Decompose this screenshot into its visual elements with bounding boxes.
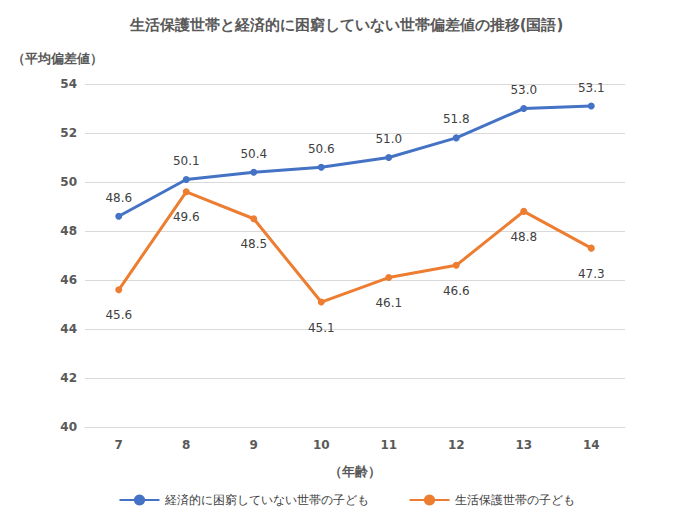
svg-text:46.6: 46.6 <box>443 284 470 298</box>
svg-text:45.1: 45.1 <box>308 321 335 335</box>
svg-text:51.0: 51.0 <box>375 132 402 146</box>
svg-text:46.1: 46.1 <box>375 296 402 310</box>
svg-text:50.4: 50.4 <box>240 147 267 161</box>
svg-text:13: 13 <box>515 438 532 452</box>
svg-text:14: 14 <box>583 438 600 452</box>
svg-text:50.6: 50.6 <box>308 142 335 156</box>
svg-text:50.1: 50.1 <box>173 154 200 168</box>
svg-text:経済的に困窮していない世帯の子ども: 経済的に困窮していない世帯の子ども <box>164 493 369 507</box>
svg-text:11: 11 <box>380 438 397 452</box>
svg-text:生活保護世帯と経済的に困窮していない世帯偏差値の推移(国語): 生活保護世帯と経済的に困窮していない世帯偏差値の推移(国語) <box>129 16 564 34</box>
svg-text:（年齢）: （年齢） <box>329 464 381 479</box>
svg-text:40: 40 <box>60 420 77 434</box>
svg-text:42: 42 <box>60 371 77 385</box>
svg-text:48.5: 48.5 <box>240 237 267 251</box>
svg-text:54: 54 <box>60 77 77 91</box>
svg-text:10: 10 <box>313 438 330 452</box>
svg-text:9: 9 <box>250 438 258 452</box>
svg-text:51.8: 51.8 <box>443 112 470 126</box>
svg-text:52: 52 <box>60 126 77 140</box>
svg-text:53.0: 53.0 <box>510 83 537 97</box>
svg-text:7: 7 <box>115 438 123 452</box>
svg-text:48.8: 48.8 <box>510 230 537 244</box>
svg-text:（平均偏差値）: （平均偏差値） <box>12 51 103 66</box>
svg-text:45.6: 45.6 <box>105 308 132 322</box>
svg-text:47.3: 47.3 <box>578 267 605 281</box>
svg-text:44: 44 <box>60 322 77 336</box>
svg-text:12: 12 <box>448 438 465 452</box>
svg-text:49.6: 49.6 <box>173 210 200 224</box>
svg-text:46: 46 <box>60 273 77 287</box>
svg-text:生活保護世帯の子ども: 生活保護世帯の子ども <box>455 493 575 507</box>
svg-text:48.6: 48.6 <box>105 191 132 205</box>
svg-text:50: 50 <box>60 175 77 189</box>
svg-text:8: 8 <box>182 438 190 452</box>
svg-text:48: 48 <box>60 224 77 238</box>
svg-text:53.1: 53.1 <box>578 81 605 95</box>
